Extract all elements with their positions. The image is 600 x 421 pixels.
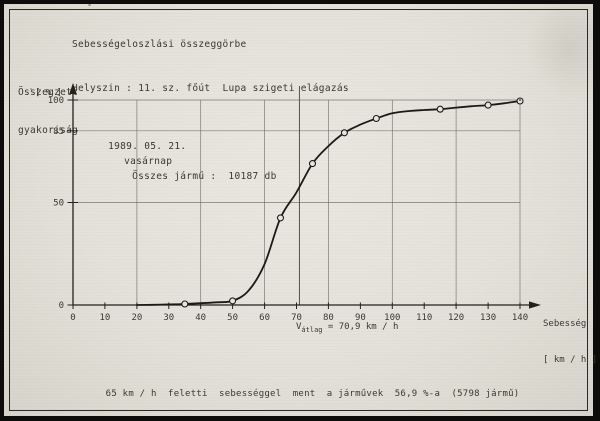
- mean-speed-label: Vátlag = 70,9 km / h: [296, 322, 398, 334]
- x-tick-label: 130: [480, 313, 496, 323]
- data-point-marker: [276, 214, 285, 222]
- chart-location: Helyszin : 11. sz. főút Lupa szigeti elá…: [72, 82, 349, 94]
- y-axis-title: Összegzett gyakoriság: [18, 62, 78, 162]
- x-tick-label: 120: [448, 313, 464, 323]
- data-point-marker: [436, 105, 444, 113]
- data-point-marker: [181, 300, 189, 308]
- x-axis-unit: [ km / h ]: [543, 355, 598, 365]
- scan-speck: [519, 99, 521, 101]
- x-axis-title: Sebesség [ km / h ]: [543, 294, 597, 390]
- chart-title: Sebességeloszlási összeggörbe: [72, 39, 247, 51]
- data-point-marker: [229, 297, 237, 305]
- x-tick-label: 10: [99, 313, 110, 323]
- x-tick-label: 60: [259, 313, 270, 323]
- x-axis-title-text: Sebesség: [543, 319, 587, 329]
- x-tick-label: 40: [195, 313, 206, 323]
- paper-background: [4, 4, 593, 416]
- x-tick-label: 20: [131, 313, 142, 323]
- scan-speck: [88, 4, 91, 6]
- chart-header: Sebességeloszlási összeggörbe Helyszin :…: [72, 9, 349, 228]
- data-point-marker: [516, 97, 524, 105]
- x-tick-label: 80: [323, 313, 334, 323]
- x-tick-label: 100: [384, 313, 400, 323]
- data-point-marker: [308, 160, 317, 168]
- data-point-marker: [372, 114, 380, 123]
- chart-total-vehicles: Összes jármű : 10187 db: [132, 170, 277, 182]
- statistics-block: 65 km / h feletti sebességgel ment a jár…: [100, 338, 520, 421]
- x-tick-label: 90: [355, 313, 366, 323]
- y-axis-arrow-icon: [69, 83, 77, 94]
- y-axis-title-line1: Összegzett: [18, 87, 79, 98]
- chart-weekday: vasárnap: [124, 155, 173, 167]
- x-tick-label: 50: [227, 313, 238, 323]
- mean-value: = 70,9 km / h: [322, 322, 399, 332]
- y-tick-label: 85: [53, 127, 64, 137]
- x-tick-label: 110: [416, 313, 432, 323]
- y-axis-title-line2: gyakoriság: [18, 124, 79, 136]
- chart-meta-row: 1989. 05. 21. vasárnap Összes jármű : 10…: [72, 126, 349, 199]
- x-tick-label: 30: [163, 313, 174, 323]
- data-point-marker: [484, 101, 492, 109]
- y-tick-label: 0: [59, 301, 64, 311]
- cumulative-curve: [136, 100, 521, 306]
- mean-subscript: átlag: [301, 325, 323, 334]
- scan-speck: [30, 88, 32, 90]
- y-axis-unit: [ % ]: [35, 88, 63, 98]
- chart-date: 1989. 05. 21.: [108, 141, 187, 153]
- x-tick-label: 70: [291, 313, 302, 323]
- x-axis-arrow-icon: [529, 301, 541, 309]
- x-tick-label: 140: [512, 313, 528, 323]
- stat-line-65: 65 km / h feletti sebességgel ment a jár…: [100, 388, 520, 399]
- y-tick-label: 50: [53, 199, 64, 209]
- data-point-marker: [340, 129, 348, 137]
- y-tick-label: 100: [48, 96, 64, 106]
- mean-symbol: V: [296, 322, 302, 332]
- x-tick-label: 0: [70, 313, 75, 323]
